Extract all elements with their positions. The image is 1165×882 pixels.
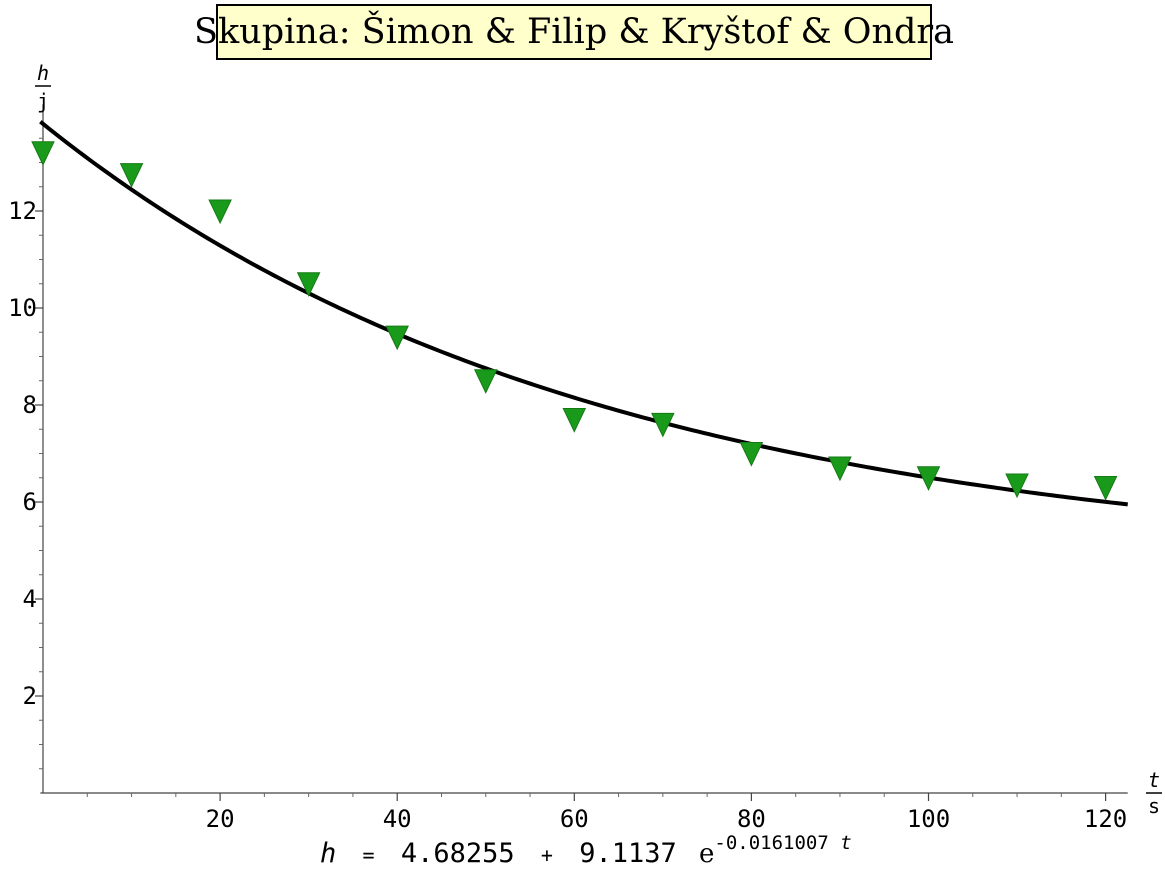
- data-points-layer: [31, 141, 1118, 501]
- y-tick-label: 12: [8, 197, 37, 225]
- y-tick-label: 6: [23, 488, 37, 516]
- formula-exponent-variable: t: [840, 832, 852, 854]
- x-axis-variable: t: [1148, 768, 1160, 792]
- data-point: [651, 412, 675, 438]
- formula-coefficient: 9.1137: [579, 838, 677, 869]
- data-point: [562, 408, 587, 433]
- data-point: [119, 163, 144, 188]
- data-point: [828, 456, 852, 482]
- x-axis-unit: s: [1148, 794, 1160, 818]
- y-axis-variable: h: [37, 61, 49, 85]
- data-point: [1093, 475, 1118, 501]
- x-tick-label: 60: [560, 805, 589, 833]
- formula-constant: 4.68255: [400, 838, 515, 869]
- chart-title-box: Skupina: Šimon & Filip & Kryštof & Ondra: [194, 4, 954, 60]
- data-point: [385, 325, 409, 351]
- x-tick-label: 120: [1084, 805, 1127, 833]
- y-tick-label: 4: [23, 585, 37, 613]
- formula-lhs: h: [320, 838, 337, 869]
- data-point: [208, 199, 232, 225]
- fit-curve-layer: [39, 120, 1128, 507]
- y-axis-unit: j: [37, 89, 49, 113]
- data-point: [473, 369, 498, 394]
- fit-curve: [39, 120, 1128, 507]
- x-tick-label: 40: [383, 805, 412, 833]
- fit-formula: h = 4.68255 + 9.1137 e-0.0161007 t: [320, 832, 852, 882]
- y-tick-label: 8: [23, 391, 37, 419]
- data-point: [739, 442, 764, 467]
- formula-exponent-rate: -0.0161007: [714, 832, 829, 854]
- y-tick-label: 2: [23, 682, 37, 710]
- data-point: [296, 272, 321, 297]
- data-point: [31, 141, 55, 166]
- chart-title: Skupina: Šimon & Filip & Kryštof & Ondra: [193, 12, 955, 52]
- x-tick-label: 80: [737, 805, 766, 833]
- formula-exponent: -0.0161007 t: [714, 832, 851, 854]
- axes: 20 40 60 80 100 120 2 4 6 8 10 12: [8, 104, 1128, 833]
- y-tick-label: 10: [8, 294, 37, 322]
- x-tick-label: 20: [206, 805, 235, 833]
- x-tick-label: 100: [907, 805, 950, 833]
- formula-equals: =: [362, 843, 375, 867]
- formula-plus: +: [540, 843, 553, 867]
- data-point: [916, 466, 941, 491]
- axis-labels: h j t s: [35, 61, 1162, 818]
- formula-exponential-e: e: [699, 839, 715, 869]
- data-point: [1005, 473, 1029, 499]
